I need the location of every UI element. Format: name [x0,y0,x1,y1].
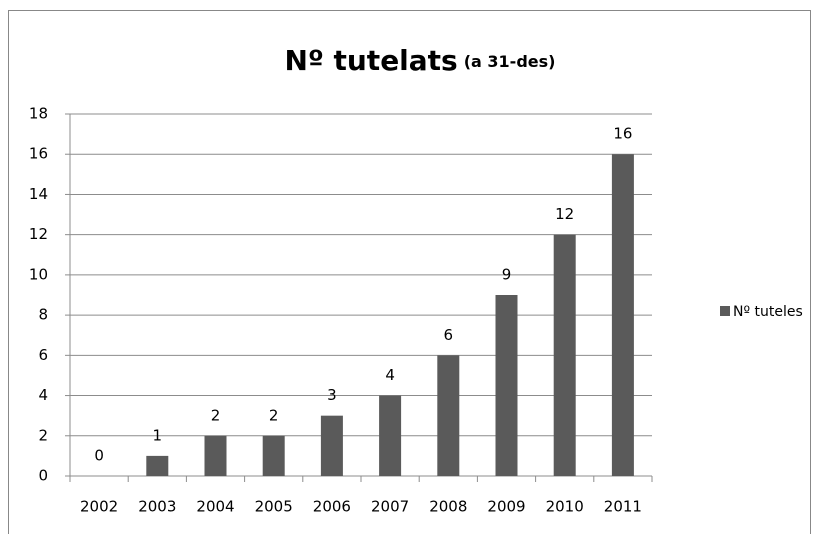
bar [379,395,402,476]
y-tick-label: 18 [29,105,48,123]
chart-title: Nº tutelats (a 31-des) [285,44,556,77]
y-tick-label: 16 [29,145,48,163]
title-sub: (a 31-des) [464,52,556,71]
data-label: 4 [385,366,395,384]
title-main: Nº tutelats [285,44,458,77]
y-tick-label: 14 [29,185,48,203]
data-label: 3 [327,386,337,404]
bar [146,455,169,476]
x-tick-label: 2009 [487,498,525,516]
data-label: 2 [269,406,279,424]
data-label: 1 [153,426,163,444]
bar [437,355,460,476]
bar [553,234,576,476]
x-tick-label: 2004 [196,498,234,516]
data-label: 9 [502,266,512,284]
x-tick-label: 2005 [255,498,293,516]
data-label: 2 [211,406,221,424]
legend-swatch [720,306,730,316]
data-label: 0 [94,447,104,465]
y-tick-label: 10 [29,265,48,283]
bar [320,415,343,476]
data-label: 16 [613,125,632,143]
bar [611,154,634,476]
y-tick-label: 12 [29,225,48,243]
y-tick-label: 4 [38,386,48,404]
x-tick-label: 2003 [138,498,176,516]
x-tick-label: 2008 [429,498,467,516]
x-tick-label: 2007 [371,498,409,516]
data-label: 6 [444,326,454,344]
bar [262,435,285,476]
chart-border [8,10,811,534]
y-tick-label: 6 [38,346,48,364]
x-tick-label: 2011 [604,498,642,516]
x-tick-label: 2006 [313,498,351,516]
bar [495,295,518,476]
data-label: 12 [555,205,574,223]
x-tick-label: 2010 [546,498,584,516]
bar [204,435,227,476]
y-tick-label: 2 [38,426,48,444]
y-tick-label: 0 [38,467,48,485]
legend-label: Nº tuteles [733,304,803,320]
y-tick-label: 8 [38,306,48,324]
x-tick-label: 2002 [80,498,118,516]
